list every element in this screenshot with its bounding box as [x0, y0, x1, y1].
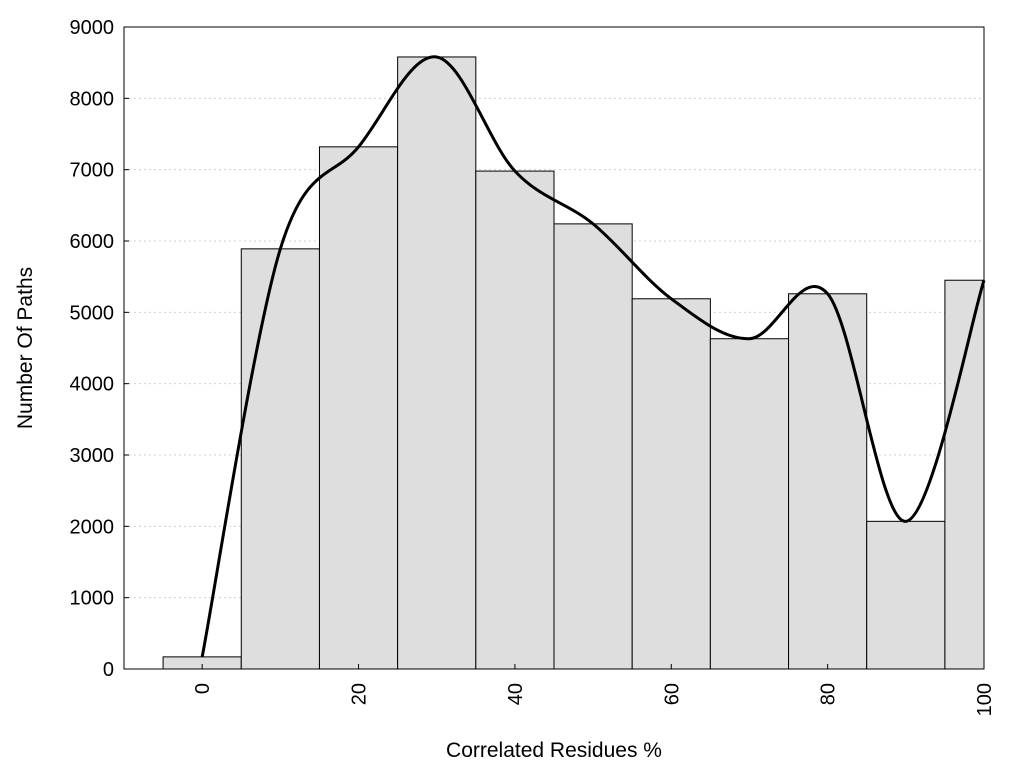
- x-axis-ticks: 0 20 40 60 80 100: [192, 664, 996, 716]
- bar: [240, 248, 320, 670]
- bar: [631, 298, 711, 670]
- trend-curve: [200, 55, 986, 658]
- plot-frame: [123, 26, 985, 670]
- y-tick-label: 8000: [70, 88, 115, 110]
- x-axis-label: Correlated Residues %: [446, 739, 662, 762]
- x-tick-label: 40: [505, 683, 527, 705]
- bar: [709, 338, 790, 670]
- y-tick-label: 5000: [70, 302, 115, 324]
- x-tick-label: 100: [974, 683, 996, 716]
- bars: [162, 56, 985, 670]
- y-tick-label: 3000: [70, 445, 115, 467]
- bar: [944, 279, 985, 670]
- x-tick-label: 60: [661, 683, 683, 705]
- bar: [397, 56, 477, 670]
- bar: [553, 223, 633, 670]
- bar: [318, 146, 399, 670]
- y-axis-ticks: 0 1000 2000 3000 4000 5000 6000 7000 8000 9000: [70, 17, 129, 681]
- y-tick-label: 2000: [70, 516, 115, 538]
- bar: [866, 520, 946, 670]
- y-tick-label: 4000: [70, 374, 115, 396]
- y-tick-label: 0: [103, 659, 114, 681]
- x-tick-label: 20: [349, 683, 371, 705]
- y-tick-label: 6000: [70, 231, 115, 253]
- bar: [788, 293, 868, 670]
- y-tick-label: 9000: [70, 17, 115, 39]
- trend-curve-layer: [200, 55, 986, 658]
- x-tick-label: 0: [192, 683, 214, 694]
- x-tick-label: 80: [818, 683, 840, 705]
- y-tick-label: 7000: [70, 160, 115, 182]
- y-axis-label: Number Of Paths: [14, 267, 37, 429]
- y-tick-label: 1000: [70, 588, 115, 610]
- bar: [475, 170, 555, 670]
